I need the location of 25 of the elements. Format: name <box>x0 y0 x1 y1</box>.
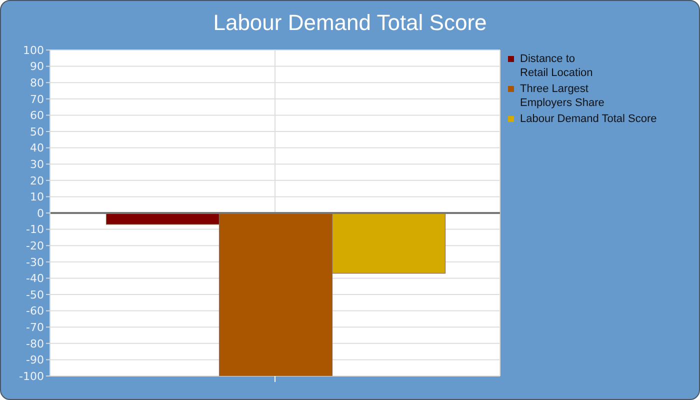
y-tick-label: 90 <box>30 60 44 74</box>
y-tick-label: -90 <box>26 354 44 367</box>
y-tick-label: 30 <box>30 158 44 172</box>
y-tick-label: -80 <box>26 337 44 350</box>
legend-label: Distance to Retail Location <box>520 52 593 80</box>
chart-title: Labour Demand Total Score <box>212 9 488 37</box>
y-tick-label: 100 <box>23 44 44 57</box>
y-tick-label: -100 <box>19 370 44 383</box>
legend-label: Labour Demand Total Score <box>520 112 657 126</box>
y-tick-label: -40 <box>26 272 44 286</box>
y-tick-label: -70 <box>26 321 44 334</box>
y-tick-label: 50 <box>30 125 44 138</box>
y-tick-label: 20 <box>30 174 44 188</box>
y-tick-label: -10 <box>26 223 44 236</box>
y-tick-label: -30 <box>26 256 44 269</box>
y-tick-label: 40 <box>30 142 44 155</box>
y-tick-label: 0 <box>37 206 44 220</box>
y-tick-label: -20 <box>26 240 44 253</box>
y-tick-label: -60 <box>26 304 44 318</box>
y-tick-label: 70 <box>30 92 44 106</box>
y-tick-label: 60 <box>30 109 44 122</box>
y-tick-label: 80 <box>30 76 44 90</box>
y-tick-label: -50 <box>26 288 44 302</box>
legend-label: Three Largest Employers Share <box>520 82 604 110</box>
y-tick-label: 10 <box>30 190 44 204</box>
